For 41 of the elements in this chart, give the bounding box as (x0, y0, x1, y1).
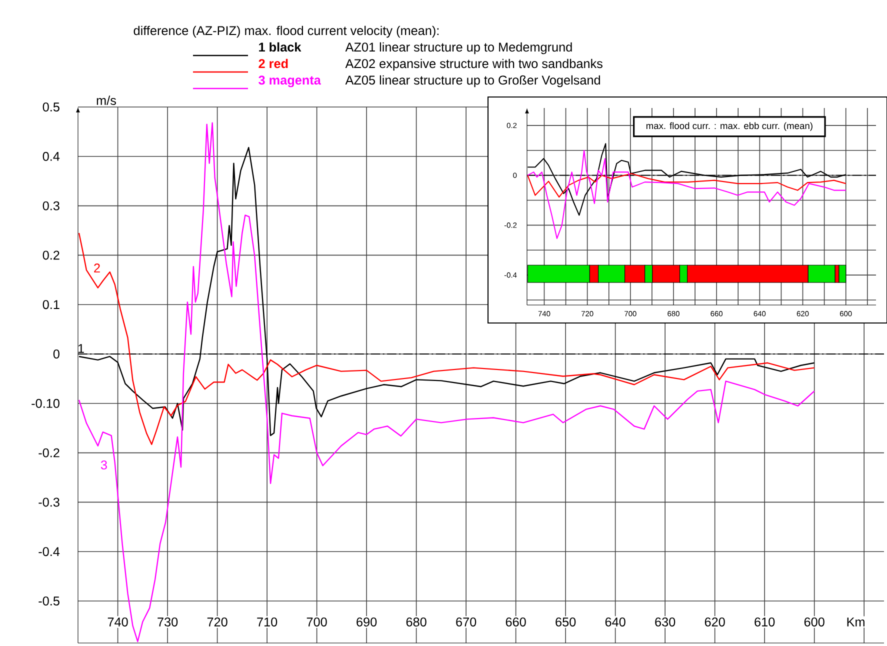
x-tick-label: 730 (158, 618, 178, 626)
x-tick-label: 710 (257, 618, 278, 626)
x-tick-label: 640 (605, 618, 626, 626)
x-tick-label: 660 (506, 618, 526, 626)
y-tick-label: -0.4 (38, 547, 60, 556)
y-tick-label: 0.1 (42, 300, 60, 310)
y-tick-label: 0.2 (42, 250, 60, 260)
y-axis-title: m/s (96, 96, 116, 105)
x-tick-label: 600 (804, 618, 824, 626)
y-tick-label: -0.2 (38, 448, 60, 458)
legend-label: 3 magenta (258, 76, 321, 88)
line-series (78, 232, 815, 446)
y-tick-label: 0.4 (42, 152, 60, 161)
legend-label: 2 red (258, 58, 288, 68)
text: AZ05 linear structure up to Großer Vogelsand (345, 75, 600, 88)
legend-label: 1 black (259, 42, 302, 52)
y-tick-label: 0.5 (42, 102, 60, 112)
legend-title: difference (AZ-PIZ) max. flood current velocity (mean): (134, 26, 439, 38)
y-tick-label: -0.5 (38, 596, 60, 606)
text: max. flood curr. : max. ebb curr. (mean) (646, 122, 812, 131)
y-tick-label: 0 (53, 350, 60, 358)
y-tick-label: -0.10 (32, 398, 60, 408)
text: AZ01 linear structure up to Medemgrund (345, 42, 572, 54)
y-tick-label: 0.3 (42, 201, 60, 210)
x-tick-label: 650 (556, 618, 576, 626)
x-tick-label: 620 (704, 618, 725, 626)
x-tick-label: 720 (207, 618, 228, 626)
x-axis-title: Km (847, 618, 864, 626)
annotation: 2 (94, 264, 100, 272)
x-tick-label: 680 (406, 618, 426, 626)
x-tick-label: 610 (754, 618, 775, 626)
x-tick-label: 630 (655, 618, 676, 626)
line-series (527, 150, 846, 239)
annotation: 3 (100, 460, 107, 470)
x-tick-label: 690 (356, 618, 377, 626)
y-tick-label: -0.3 (38, 498, 60, 507)
x-tick-label: 740 (108, 618, 128, 626)
text: AZ02 expansive structure with two sandbanks (345, 58, 602, 71)
x-tick-label: 670 (456, 618, 476, 626)
x-tick-label: 700 (306, 618, 327, 626)
annotation: 1 (78, 344, 84, 353)
